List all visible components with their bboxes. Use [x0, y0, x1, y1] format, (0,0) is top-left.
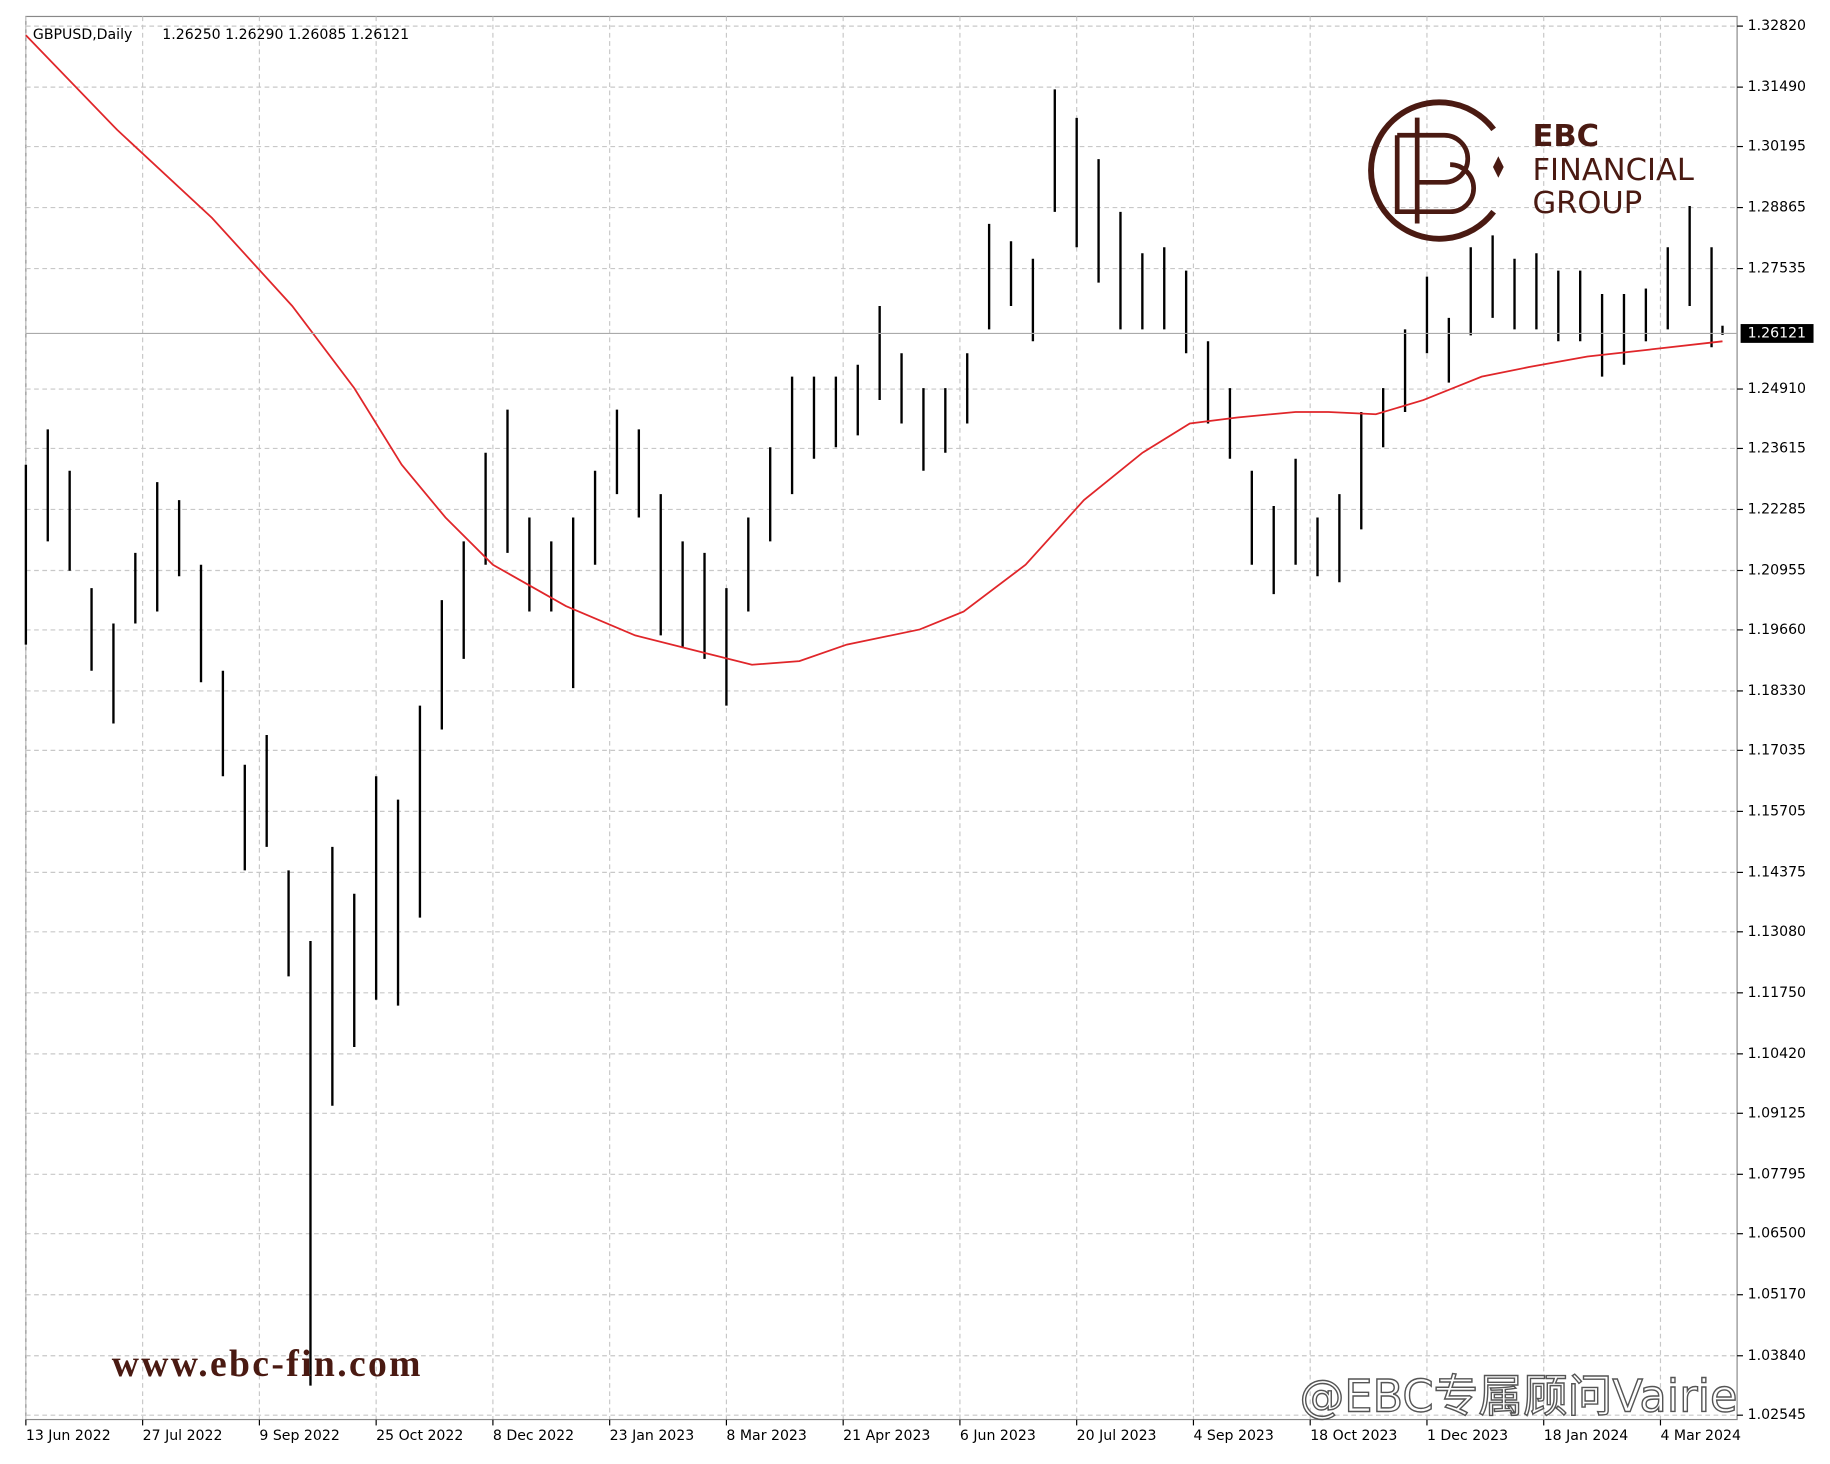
- y-tick-label: 1.05170: [1748, 1287, 1806, 1303]
- logo-line3: GROUP: [1532, 186, 1642, 221]
- x-tick-label: 18 Oct 2023: [1310, 1428, 1397, 1444]
- y-tick-label: 1.32820: [1748, 18, 1806, 34]
- url-watermark: www.ebc-fin.com: [112, 1343, 423, 1385]
- y-tick-label: 1.20955: [1748, 562, 1806, 578]
- grid: [25, 16, 1738, 1420]
- y-tick-label: 1.17035: [1748, 742, 1806, 758]
- moving-average: [25, 34, 1723, 666]
- y-tick-label: 1.27535: [1748, 261, 1806, 277]
- x-tick-label: 23 Jan 2023: [610, 1428, 695, 1444]
- y-tick-label: 1.22285: [1748, 501, 1806, 517]
- x-tick-label: 27 Jul 2022: [143, 1428, 223, 1444]
- credit-watermark: @EBC专属顾问Vairie: [1300, 1370, 1738, 1422]
- y-tick-label: 1.14375: [1748, 864, 1806, 880]
- marks: [24, 34, 1738, 1386]
- y-tick-label: 1.31490: [1748, 79, 1806, 95]
- y-tick-label: 1.11750: [1748, 985, 1806, 1001]
- logo-ring: [1368, 99, 1496, 242]
- logo-brand: EBC: [1532, 119, 1599, 154]
- x-tick-label: 9 Sep 2022: [259, 1428, 339, 1444]
- x-tick-label: 20 Jul 2023: [1077, 1428, 1157, 1444]
- last-price-label: 1.26121: [1748, 325, 1806, 341]
- header-prices: 1.26250 1.26290 1.26085 1.26121: [162, 27, 409, 43]
- x-tick-label: 18 Jan 2024: [1544, 1428, 1629, 1444]
- y-tick-label: 1.02545: [1748, 1407, 1806, 1423]
- y-tick-label: 1.15705: [1748, 803, 1806, 819]
- y-tick-label: 1.23615: [1748, 440, 1806, 456]
- x-tick-label: 13 Jun 2022: [26, 1428, 111, 1444]
- y-tick-label: 1.09125: [1748, 1105, 1806, 1121]
- x-tick-label: 6 Jun 2023: [960, 1428, 1036, 1444]
- y-tick-label: 1.06500: [1748, 1226, 1806, 1242]
- y-tick-label: 1.30195: [1748, 139, 1806, 155]
- y-tick-label: 1.03840: [1748, 1348, 1806, 1364]
- y-tick-label: 1.07795: [1748, 1166, 1806, 1182]
- symbol: GBPUSD,Daily: [33, 27, 132, 43]
- x-tick-label: 4 Sep 2023: [1193, 1428, 1273, 1444]
- y-tick-label: 1.19660: [1748, 622, 1806, 638]
- x-tick-label: 21 Apr 2023: [843, 1428, 930, 1444]
- y-tick-label: 1.24910: [1748, 381, 1806, 397]
- y-tick-label: 1.10420: [1748, 1046, 1806, 1062]
- x-tick-label: 1 Dec 2023: [1427, 1428, 1508, 1444]
- y-tick-label: 1.28865: [1748, 200, 1806, 216]
- logo-star: [1492, 156, 1504, 178]
- last-price-box: [1740, 324, 1814, 343]
- x-tick-label: 4 Mar 2024: [1660, 1428, 1740, 1444]
- logo: [1368, 99, 1504, 242]
- x-tick-label: 8 Dec 2022: [493, 1428, 574, 1444]
- y-tick-label: 1.18330: [1748, 683, 1806, 699]
- y-tick-label: 1.13080: [1748, 924, 1806, 940]
- x-tick-label: 8 Mar 2023: [726, 1428, 806, 1444]
- x-tick-label: 25 Oct 2022: [376, 1428, 463, 1444]
- logo-mark: [1394, 117, 1476, 224]
- logo-line2: FINANCIAL: [1532, 153, 1694, 188]
